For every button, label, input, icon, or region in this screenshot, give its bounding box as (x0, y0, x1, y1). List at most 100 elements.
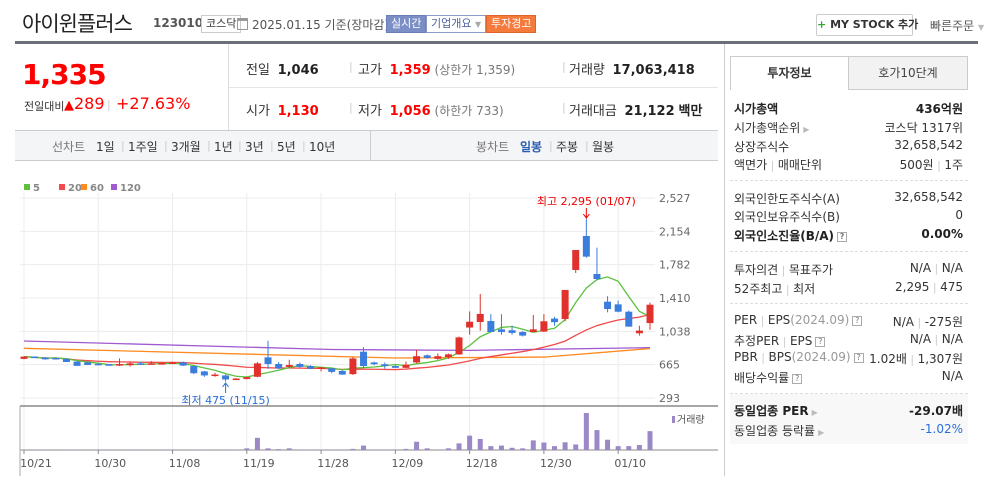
line-chart-label: 선차트 (52, 138, 85, 155)
candle-body (445, 354, 452, 357)
legend-swatch (59, 184, 65, 190)
separator: | (758, 351, 769, 364)
tab-orderbook[interactable]: 호가10단계 (848, 56, 968, 90)
value-text: 0.00% (921, 227, 963, 241)
candle-body (169, 362, 176, 364)
calendar-icon (237, 18, 248, 30)
realtime-button[interactable]: 실시간 (386, 15, 426, 33)
x-tick-label: 01/10 (614, 457, 646, 470)
volume-bar (297, 449, 302, 450)
info-label: 추정PER | EPS? (734, 332, 825, 349)
company-overview-dropdown[interactable]: 기업개요 ▼ (426, 15, 486, 33)
volume-bar (457, 443, 462, 450)
y-tick-label: 1,410 (659, 292, 691, 305)
info-value: N/A | -275원 (893, 313, 963, 330)
info-label[interactable]: 동일업종 등락률▶ (734, 422, 824, 439)
period-1[interactable]: 1주일 (128, 138, 158, 155)
separator: | (270, 139, 274, 152)
info-value: 32,658,542 (894, 138, 963, 152)
candle-body (424, 355, 431, 358)
separator: | (585, 139, 589, 152)
volume-bar (520, 448, 525, 450)
basis: 기준(장마감) (325, 18, 390, 32)
y-tick-label: 1,782 (659, 259, 691, 272)
y-tick-label: 1,038 (659, 325, 691, 338)
value-text: N/A (893, 315, 914, 329)
info-value: N/A (942, 369, 963, 383)
volume-bar (573, 444, 578, 450)
period-4[interactable]: 3년 (245, 138, 264, 155)
legend-swatch (111, 184, 117, 190)
help-icon[interactable]: ? (854, 353, 864, 363)
label-text-2: BPS (769, 350, 792, 364)
period-3[interactable]: 1년 (214, 138, 233, 155)
date-basis: 2025.01.15 기준(장마감) (252, 16, 389, 33)
candle-body (551, 319, 558, 323)
separator: | (302, 139, 306, 152)
period-2[interactable]: 3개월 (171, 138, 201, 155)
panel-divider (724, 44, 725, 476)
info-value: 코스닥 1317위 (884, 119, 963, 136)
candle-body (63, 359, 70, 362)
label-text: 52주최고 (734, 282, 782, 296)
add-my-stock-button[interactable]: + MY STOCK 추가 (816, 14, 913, 36)
label-text: 외국인보유주식수(B) (734, 210, 840, 224)
candle-body (275, 364, 282, 368)
tab-investment-info[interactable]: 투자정보 (730, 56, 849, 90)
volume-bar (616, 446, 621, 450)
divider (730, 303, 968, 304)
stat-prev-close: 전일 1,046 (246, 59, 319, 78)
stat-low: 저가 1,056 (하한가 733) (358, 100, 504, 119)
candle-period-1[interactable]: 주봉 (556, 138, 578, 155)
stock-code: 123010 (153, 16, 203, 30)
period-0[interactable]: 1일 (96, 138, 115, 155)
volume-bar (372, 449, 377, 450)
help-icon[interactable]: ? (792, 374, 802, 384)
label-text: 액면가 (734, 158, 767, 172)
separator: | (929, 281, 940, 294)
separator: | (914, 316, 925, 329)
arrow-right-icon: ▶ (818, 428, 824, 437)
volume-bar (605, 440, 610, 450)
candle-body (434, 356, 441, 359)
stock-name: 아이윈플러스 (22, 8, 132, 38)
candle-body (349, 358, 356, 374)
quick-order-dropdown[interactable]: 빠른주문 ▼ (930, 17, 984, 34)
value-text: 32,658,542 (894, 190, 963, 204)
x-tick-label: 12/09 (392, 457, 424, 470)
candle-body (137, 363, 144, 365)
volume-legend-swatch (672, 416, 675, 423)
y-tick-label: 2,154 (659, 225, 691, 238)
help-icon[interactable]: ? (815, 337, 825, 347)
candle-body (158, 363, 165, 365)
candle-body (413, 356, 420, 362)
period-6[interactable]: 10년 (309, 138, 335, 155)
label-period: (2024.09) (792, 350, 851, 364)
help-icon[interactable]: ? (837, 232, 847, 242)
candle-body (402, 365, 409, 368)
candle-period-2[interactable]: 월봉 (592, 138, 614, 155)
info-label[interactable]: 동일업종 PER▶ (734, 402, 818, 419)
help-icon[interactable]: ? (852, 316, 862, 326)
volume-bar (244, 448, 249, 450)
candle-body (487, 321, 494, 332)
candle-body (339, 371, 346, 375)
label-text-2: EPS (768, 313, 790, 327)
info-label[interactable]: 시가총액순위▶ (734, 119, 809, 136)
period-5[interactable]: 5년 (277, 138, 296, 155)
separator: | (562, 60, 566, 73)
chevron-down-icon: ▼ (475, 20, 481, 29)
info-value: -29.07배 (909, 402, 963, 419)
x-tick-label: 11/28 (317, 457, 349, 470)
candle-period-0[interactable]: 일봉 (520, 138, 542, 155)
info-value: 500원 | 1주 (900, 156, 963, 173)
info-value: 0.00% (921, 227, 963, 241)
separator: | (349, 60, 353, 73)
y-tick-label: 293 (659, 392, 680, 405)
candle-body (265, 357, 272, 364)
info-label: 액면가 | 매매단위 (734, 156, 822, 173)
candle-body (381, 364, 388, 366)
candle-body (21, 357, 28, 359)
